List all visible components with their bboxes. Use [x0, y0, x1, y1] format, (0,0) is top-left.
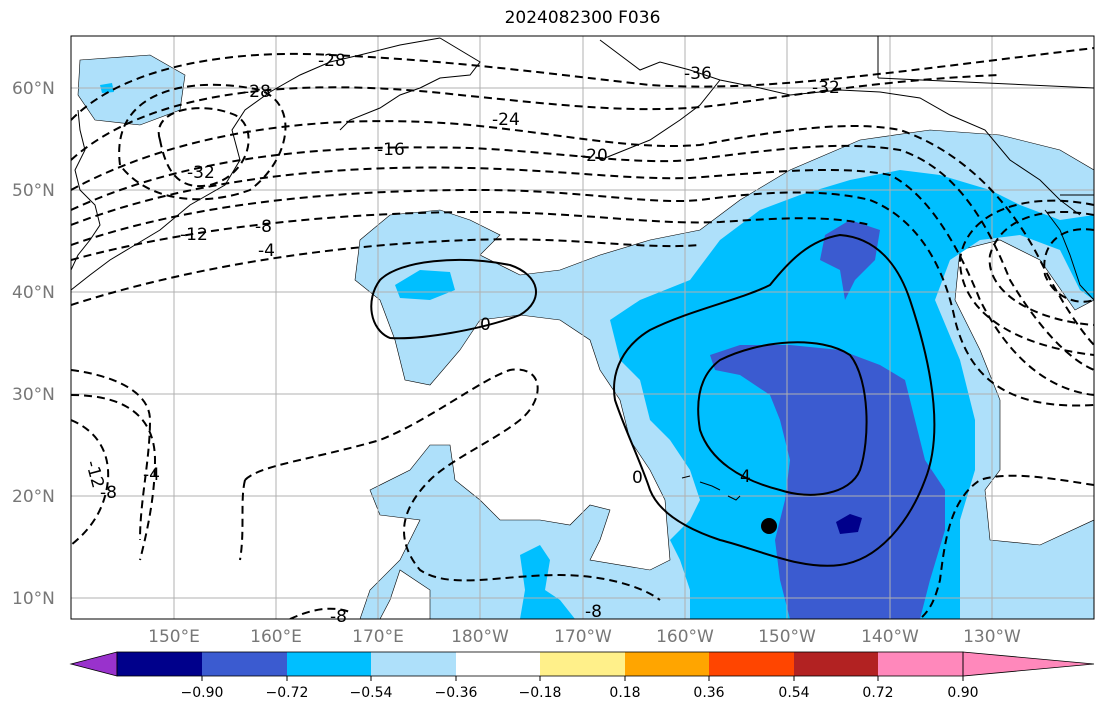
contour-label: 0: [480, 315, 491, 335]
contour-label: -20: [580, 146, 608, 166]
colorbar-tick-label: 0.72: [862, 685, 893, 701]
contour-label: -4: [258, 241, 275, 261]
colorbar-bin: [709, 652, 794, 676]
lon-label: 140°W: [861, 627, 919, 647]
colorbar-extend-max: [962, 651, 1095, 677]
colorbar-tick-label: 0.90: [947, 685, 978, 701]
lat-label: 30°N: [12, 385, 55, 405]
colorbar-bin: [117, 652, 202, 676]
lon-label: 170°E: [352, 627, 404, 647]
map-border: [70, 35, 1095, 620]
contour-label: -8: [100, 483, 117, 503]
colorbar-bin: [794, 652, 878, 676]
contour-label: -24: [492, 110, 520, 130]
longitude-labels: 150°E 160°E 170°E 180°W 170°W 160°W 150°…: [148, 627, 1021, 647]
contour-label: -8: [330, 607, 347, 627]
lon-label: 150°E: [148, 627, 200, 647]
colorbar-tick-label: −0.18: [519, 685, 562, 701]
lon-label: 130°W: [963, 627, 1021, 647]
colorbar-bin: [456, 652, 540, 676]
colorbar-tick-label: −0.90: [181, 685, 224, 701]
colorbar-bin: [540, 652, 625, 676]
lat-label: 20°N: [12, 487, 55, 507]
contour-label: -32: [187, 163, 215, 183]
lat-label: 10°N: [12, 589, 55, 609]
lat-label: 50°N: [12, 181, 55, 201]
contour-label: -16: [377, 140, 405, 160]
contour-label: -36: [684, 64, 712, 84]
contour-label: -32: [812, 78, 840, 98]
lon-label: 160°E: [250, 627, 302, 647]
field-navy: [836, 514, 862, 534]
contour-label: -28: [318, 51, 346, 71]
colorbar-tick-label: −0.54: [350, 685, 393, 701]
colorbar-tick-label: −0.72: [266, 685, 309, 701]
contour-label: -12: [180, 225, 208, 245]
lon-label: 150°W: [758, 627, 816, 647]
colorbar-bin: [625, 652, 709, 676]
contour-label: -4: [143, 465, 160, 485]
contours-negative: [71, 47, 1094, 619]
colorbar-bin: [202, 652, 287, 676]
contours-positive: [370, 233, 936, 567]
contour-labels: -28 -28 -36 -32 -24 -32 -16 -20 -12 -8 -…: [81, 51, 840, 627]
contour-label: -28: [243, 82, 271, 102]
contour-label: 4: [740, 467, 751, 487]
colorbar-tick-label: 0.36: [693, 685, 724, 701]
colorbar-tick-labels: −0.90 −0.72 −0.54 −0.36 −0.18 0.18 0.36 …: [181, 685, 979, 701]
colorbar-bin: [878, 652, 963, 676]
contour-label: -8: [585, 602, 602, 622]
colorbar: −0.90 −0.72 −0.54 −0.36 −0.18 0.18 0.36 …: [69, 651, 1095, 701]
colorbar-extend-min: [69, 651, 118, 677]
map-title: 2024082300 F036: [504, 8, 661, 28]
colorbar-bin: [287, 652, 371, 676]
lat-label: 40°N: [12, 283, 55, 303]
coastlines: [71, 36, 1094, 501]
colorbar-bin: [371, 652, 456, 676]
lon-label: 180°W: [451, 627, 509, 647]
colorbar-ticks: [201, 676, 964, 681]
contour-label: 0: [632, 468, 643, 488]
field-royal-blue: [710, 220, 945, 619]
colorbar-tick-label: 0.18: [609, 685, 640, 701]
lon-label: 160°W: [656, 627, 714, 647]
colorbar-tick-label: 0.54: [778, 685, 809, 701]
storm-center-dot: [761, 518, 777, 534]
colorbar-tick-label: −0.36: [435, 685, 478, 701]
lat-label: 60°N: [12, 79, 55, 99]
latitude-labels: 60°N 50°N 40°N 30°N 20°N 10°N: [12, 79, 55, 609]
contour-label: -8: [255, 217, 272, 237]
lon-label: 170°W: [554, 627, 612, 647]
